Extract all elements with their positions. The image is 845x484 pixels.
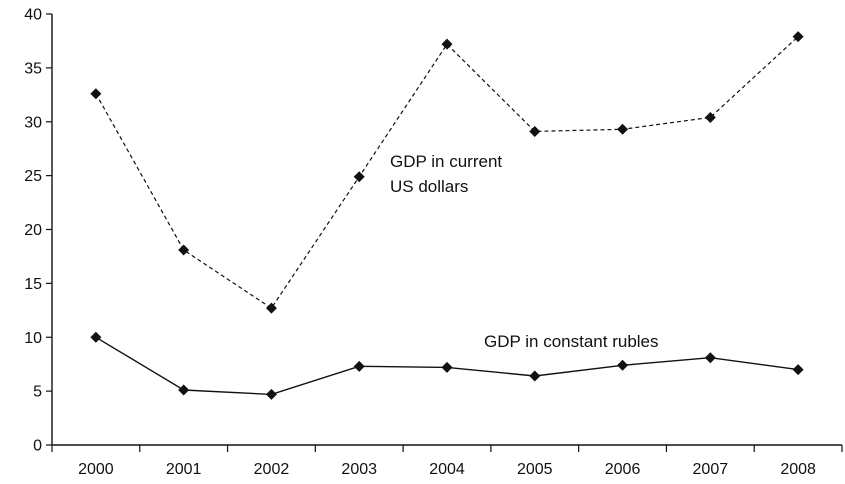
series-line xyxy=(95,36,799,310)
y-tick-label: 25 xyxy=(24,168,42,185)
series-2 xyxy=(90,331,804,400)
data-point xyxy=(617,359,629,371)
data-point xyxy=(704,352,716,364)
data-point xyxy=(90,331,102,343)
data-point xyxy=(90,88,102,100)
data-point xyxy=(353,171,365,183)
data-point xyxy=(178,384,190,396)
y-tick-label: 20 xyxy=(24,222,42,239)
x-tick-label: 2002 xyxy=(254,461,290,478)
annotations: GDP in current US dollars GDP in constant … xyxy=(390,152,659,351)
data-point xyxy=(265,302,277,314)
x-tick-label: 2001 xyxy=(166,461,202,478)
y-tick-label: 15 xyxy=(24,276,42,293)
data-point xyxy=(441,361,453,373)
axes: 0 5 10 15 20 25 30 35 40 2000 2001 2002 2003 2004 2005… xyxy=(24,7,843,478)
x-tick-label: 2006 xyxy=(605,461,641,478)
data-point xyxy=(617,123,629,135)
series-annotation: GDP in current xyxy=(390,152,502,171)
x-tick-label: 2000 xyxy=(78,461,114,478)
y-tick-label: 5 xyxy=(33,384,42,401)
data-point xyxy=(792,364,804,376)
data-point xyxy=(792,31,804,43)
data-point xyxy=(178,244,190,256)
x-tick-label: 2007 xyxy=(693,461,729,478)
x-tick-label: 2005 xyxy=(517,461,553,478)
y-tick-label: 40 xyxy=(24,7,42,24)
data-point xyxy=(441,38,453,50)
data-point xyxy=(529,370,541,382)
y-tick-label: 10 xyxy=(24,330,42,347)
x-tick-label: 2008 xyxy=(780,461,816,478)
y-tick-label: 30 xyxy=(24,114,42,131)
series-annotation: GDP in constant rubles xyxy=(484,332,659,351)
x-tick-label: 2004 xyxy=(429,461,465,478)
x-tick-label: 2003 xyxy=(341,461,377,478)
y-tick-label: 0 xyxy=(33,438,42,455)
data-point xyxy=(265,388,277,400)
series-group xyxy=(90,31,804,400)
data-point xyxy=(529,125,541,137)
series-annotation: US dollars xyxy=(390,177,468,196)
y-tick-label: 35 xyxy=(24,60,42,77)
data-point xyxy=(353,360,365,372)
series-1 xyxy=(90,31,804,314)
data-point xyxy=(704,111,716,123)
